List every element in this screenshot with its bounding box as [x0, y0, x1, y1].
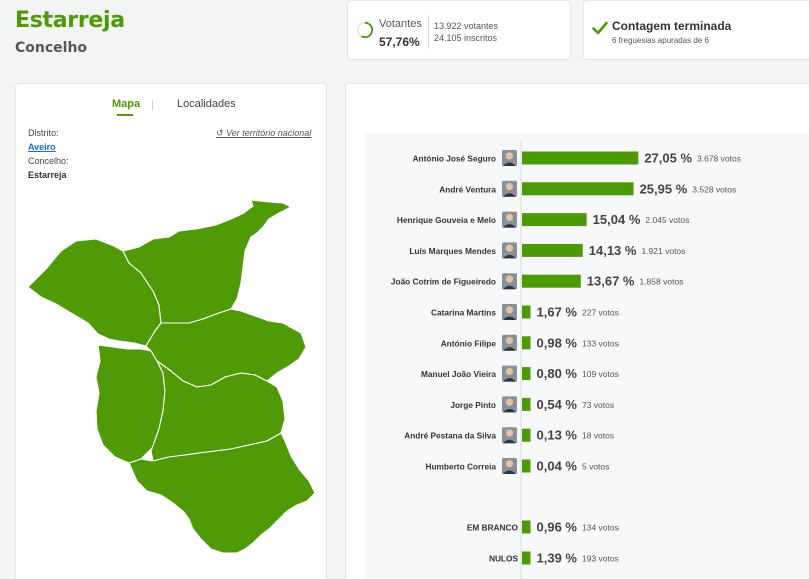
result-percentage: 1,67 % [537, 305, 578, 320]
votantes-divider [428, 15, 429, 49]
result-votes: 1.921 votos [641, 246, 685, 256]
tab-mapa[interactable]: Mapa [112, 98, 141, 110]
candidate-avatar [502, 180, 517, 197]
result-bar [522, 397, 531, 411]
result-bar [522, 551, 531, 565]
result-percentage: 0,13 % [537, 428, 578, 443]
candidate-avatar [502, 458, 517, 474]
candidate-avatar [502, 150, 517, 166]
result-bar [522, 367, 531, 381]
inscritos-count: 24.105 inscritos [434, 33, 498, 43]
distrito-label: Distrito: [28, 128, 59, 138]
extra-name: EM BRANCO [467, 523, 519, 533]
ver-territorio-nacional-label: Ver território nacional [226, 128, 312, 138]
candidate-avatar [502, 273, 517, 290]
contagem-subtext: 6 freguesias apuradas de 6 [612, 36, 709, 45]
result-percentage: 0,98 % [537, 335, 578, 350]
result-bar [522, 459, 531, 473]
concelho-label: Concelho: [28, 156, 69, 166]
ver-territorio-nacional-link[interactable]: ↺ Ver território nacional [216, 128, 311, 139]
candidate-avatar [502, 334, 517, 351]
result-votes: 2.045 votos [645, 215, 689, 225]
result-bar [522, 151, 639, 165]
votantes-label: Votantes [379, 18, 422, 30]
result-bar [522, 305, 531, 319]
results-chart: António José Seguro 27,05 % 3.678 votos And… [365, 133, 809, 579]
checkmark-icon [592, 21, 608, 35]
tab-divider [152, 100, 153, 110]
result-bar [522, 428, 531, 442]
result-percentage: 0,80 % [537, 366, 578, 381]
candidate-name: Humberto Correia [425, 462, 496, 472]
result-votes: 193 votos [582, 554, 619, 564]
result-votes: 5 votos [582, 462, 609, 472]
result-percentage: 0,04 % [537, 459, 578, 474]
result-bar [522, 274, 581, 288]
candidate-name: Catarina Martins [431, 308, 496, 318]
candidate-avatar [502, 242, 517, 259]
concelho-value: Estarreja [28, 170, 67, 180]
contagem-label: Contagem terminada [612, 19, 732, 33]
votantes-count: 13.922 votantes [434, 21, 499, 31]
distrito-link[interactable]: Aveiro [28, 142, 56, 152]
result-votes: 227 votos [582, 308, 619, 318]
result-percentage: 0,54 % [537, 397, 578, 412]
result-percentage: 25,95 % [640, 181, 688, 196]
votantes-percentage: 57,76% [379, 35, 420, 49]
extra-name: NULOS [489, 554, 519, 564]
active-tab-indicator [117, 114, 133, 116]
result-votes: 73 votos [582, 400, 614, 410]
map-card: Mapa Localidades Distrito: Aveiro Concel… [15, 83, 327, 579]
result-bar [522, 336, 531, 350]
page-subtitle: Concelho [15, 40, 88, 56]
turnout-progress-ring [356, 21, 374, 39]
result-percentage: 0,96 % [537, 520, 578, 535]
undo-icon: ↺ [216, 128, 224, 138]
result-percentage: 15,04 % [593, 212, 641, 227]
result-votes: 3.528 votos [692, 184, 736, 194]
candidate-name: Manuel João Vieira [421, 369, 496, 379]
candidate-name: João Cotrim de Figueiredo [391, 277, 496, 287]
candidate-avatar [502, 211, 517, 228]
result-percentage: 14,13 % [589, 243, 637, 258]
result-bar [522, 182, 634, 196]
result-votes: 3.678 votos [697, 154, 741, 164]
result-votes: 1.858 votos [639, 277, 683, 287]
candidate-name: André Ventura [439, 184, 496, 194]
candidate-name: Henrique Gouveia e Melo [397, 215, 496, 225]
tab-localidades[interactable]: Localidades [177, 98, 236, 110]
candidate-name: António José Seguro [413, 154, 496, 164]
result-votes: 109 votos [582, 369, 619, 379]
result-votes: 134 votos [582, 523, 619, 533]
page-title: Estarreja [15, 8, 125, 33]
contagem-card: Contagem terminada 6 freguesias apuradas… [583, 0, 809, 60]
result-percentage: 13,67 % [587, 274, 635, 289]
map-freguesia-6[interactable] [128, 432, 316, 554]
result-votes: 133 votos [582, 338, 619, 348]
result-votes: 18 votos [582, 431, 614, 441]
candidate-avatar [502, 396, 517, 413]
candidate-avatar [502, 365, 517, 382]
concelho-map [28, 199, 316, 554]
result-percentage: 27,05 % [644, 151, 692, 166]
result-bar [522, 243, 583, 257]
chart-background [365, 133, 809, 579]
candidate-name: André Pestana da Silva [404, 431, 496, 441]
result-percentage: 1,39 % [537, 551, 578, 566]
candidate-avatar [502, 427, 517, 444]
result-bar [522, 520, 531, 534]
result-bar [522, 213, 587, 227]
votantes-card: Votantes 57,76% 13.922 votantes 24.105 i… [347, 0, 571, 60]
candidate-name: António Filipe [441, 338, 497, 348]
candidate-name: Luís Marques Mendes [409, 246, 496, 256]
candidate-name: Jorge Pinto [450, 400, 496, 410]
candidate-avatar [502, 304, 517, 320]
